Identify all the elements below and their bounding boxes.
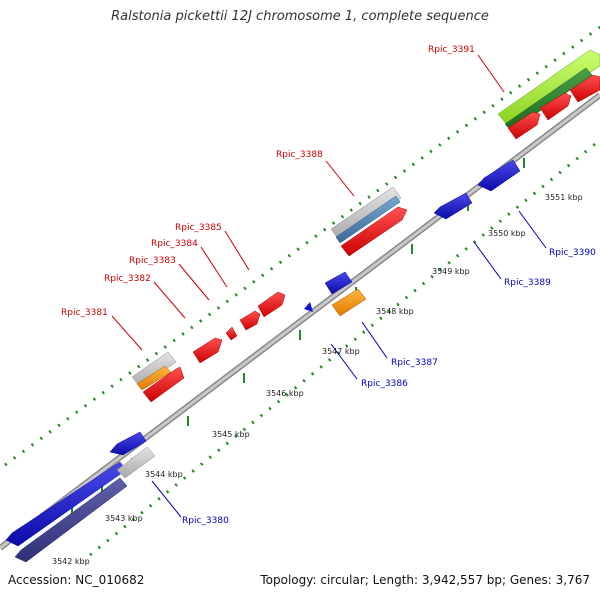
gene-arrow-rpic-3384[interactable] <box>239 310 261 331</box>
gene-label-rpic-3380[interactable]: Rpic_3380 <box>182 516 229 526</box>
outer-guide-ring <box>4 25 600 467</box>
gene-label-rpic-3391[interactable]: Rpic_3391 <box>428 45 475 55</box>
gene-label-rpic-3382[interactable]: Rpic_3382 <box>104 274 151 284</box>
gene-box-orange[interactable] <box>136 365 172 391</box>
accession-text: Accession: NC_010682 <box>8 573 145 587</box>
gene-label-rpic-3389[interactable]: Rpic_3389 <box>504 278 551 288</box>
tick-label: 3543 kbp <box>105 514 143 523</box>
summary-text: Topology: circular; Length: 3,942,557 bp… <box>260 573 590 587</box>
forward-genes <box>131 49 600 403</box>
forward-leader-lines <box>111 54 505 351</box>
gene-arrow-rpic-3388[interactable] <box>340 206 408 257</box>
tick-label: 3548 kbp <box>376 307 414 316</box>
map-title: Ralstonia pickettii 12J chromosome 1, co… <box>111 9 489 24</box>
reverse-genes <box>5 159 521 563</box>
gene-arrow-rpic-3383[interactable] <box>225 326 238 341</box>
gene-label-rpic-3383[interactable]: Rpic_3383 <box>129 256 176 266</box>
gene-arrow-fwd[interactable] <box>539 92 572 121</box>
gene-box-gray[interactable] <box>116 446 156 479</box>
gene-box-steel[interactable] <box>335 195 401 244</box>
gene-label-rpic-3387[interactable]: Rpic_3387 <box>391 358 438 368</box>
tick-label: 3549 kbp <box>432 267 470 276</box>
gene-label-rpic-3384[interactable]: Rpic_3384 <box>151 239 198 249</box>
gene-box-rpic-3387[interactable] <box>331 288 367 317</box>
reverse-leader-lines <box>151 210 547 518</box>
tick-label: 3547 kbp <box>322 347 360 356</box>
gene-arrow-rpic-3380-b[interactable] <box>14 477 128 563</box>
gene-label-rpic-3390[interactable]: Rpic_3390 <box>549 248 596 258</box>
tick-label: 3542 kbp <box>52 557 90 566</box>
tick-label: 3546 kbp <box>266 389 304 398</box>
gene-arrow-rpic-3390[interactable] <box>477 159 521 192</box>
gene-arrow-rpic-3381[interactable] <box>142 366 185 403</box>
tick-label: 3545 kbp <box>212 430 250 439</box>
tick-label: 3551 kbp <box>545 193 583 202</box>
gene-arrow-rpic-3389[interactable] <box>433 192 473 220</box>
gene-arrow-rpic-3382[interactable] <box>192 337 223 364</box>
gene-arrow-rpic-3386[interactable] <box>304 302 313 312</box>
gene-arrow-rpic-3385[interactable] <box>257 291 286 318</box>
tick-label: 3544 kbp <box>145 470 183 479</box>
gene-label-rpic-3381[interactable]: Rpic_3381 <box>61 308 108 318</box>
gene-arrow-rev[interactable] <box>324 271 353 295</box>
gene-label-rpic-3386[interactable]: Rpic_3386 <box>361 379 408 389</box>
gene-arrow-rpic-3380-a[interactable] <box>5 461 127 547</box>
gene-box-rpic-3388[interactable] <box>330 186 402 241</box>
gene-arrow-fwd[interactable] <box>507 111 541 140</box>
gene-arrow-fwd[interactable] <box>569 74 600 103</box>
gene-arrow-rev[interactable] <box>109 431 147 456</box>
gene-label-rpic-3388[interactable]: Rpic_3388 <box>276 150 323 160</box>
tick-label: 3550 kbp <box>488 229 526 238</box>
gene-label-rpic-3385[interactable]: Rpic_3385 <box>175 223 222 233</box>
